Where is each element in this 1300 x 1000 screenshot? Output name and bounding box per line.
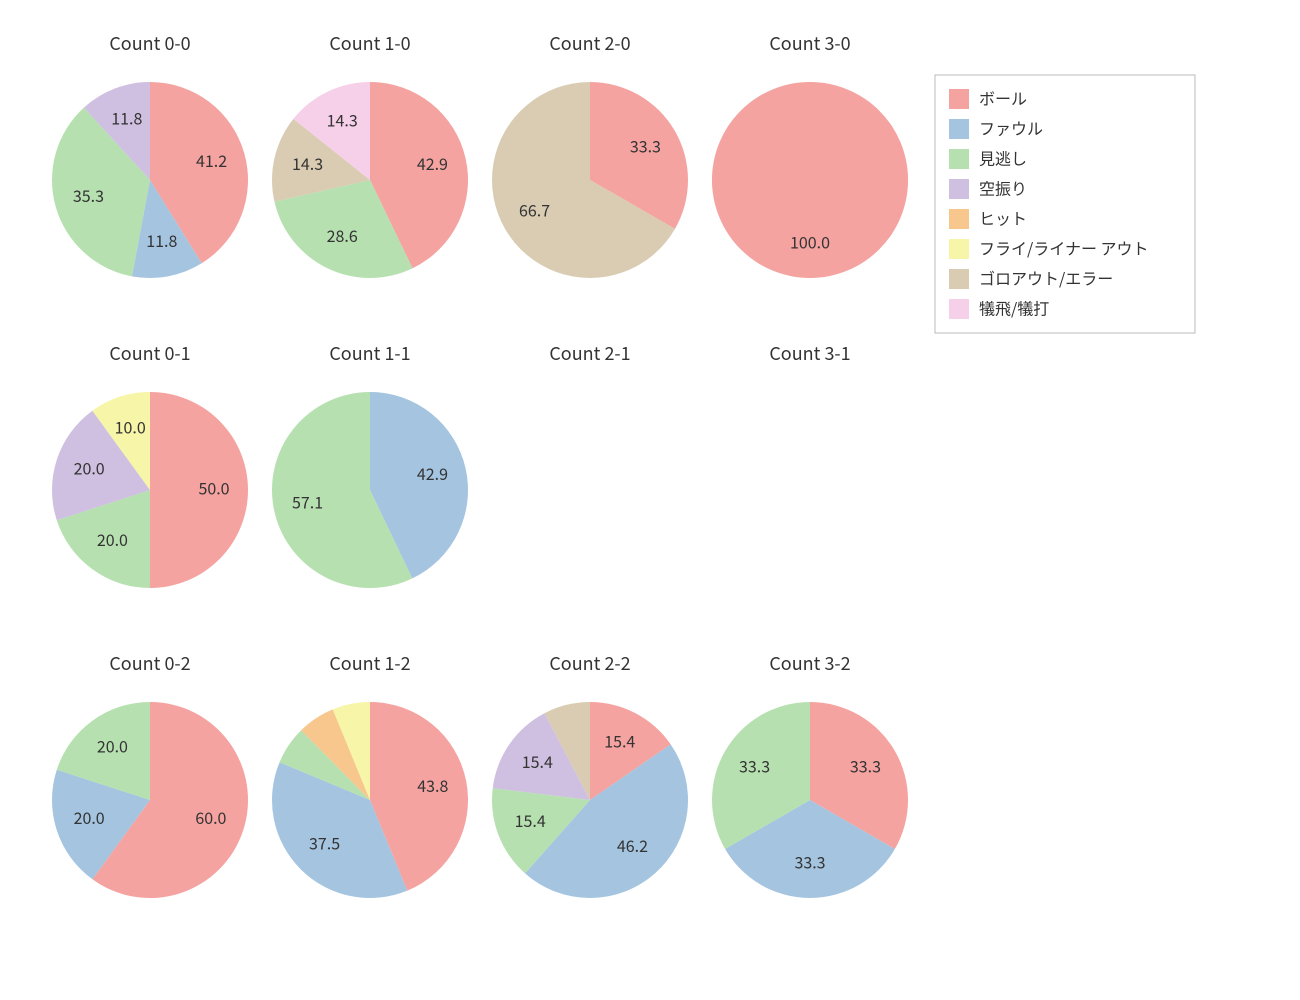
pie-chart: Count 3-1 — [769, 340, 850, 366]
pie-chart: Count 1-0 42.9 28.6 14.314.3 — [272, 30, 468, 278]
legend-label: 見逃し — [979, 145, 1027, 169]
slice-label: 14.3 — [292, 151, 323, 175]
slice-label: 35.3 — [73, 183, 104, 207]
pie-chart: Count 0-2 60.0 20.0 20.0 — [52, 650, 248, 898]
legend-swatch — [949, 209, 969, 229]
legend-label: フライ/ライナー アウト — [979, 235, 1149, 259]
slice-label: 46.2 — [617, 833, 648, 857]
legend: ボールファウル見逃し空振りヒットフライ/ライナー アウトゴロアウト/エラー犠飛/… — [935, 75, 1195, 333]
chart-title: Count 1-0 — [329, 30, 410, 56]
slice-label: 20.0 — [97, 734, 128, 758]
slice-label: 20.0 — [74, 805, 105, 829]
slice-label: 14.3 — [327, 108, 358, 132]
chart-title: Count 2-2 — [549, 650, 630, 676]
legend-label: ゴロアウト/エラー — [979, 265, 1113, 289]
chart-title: Count 3-2 — [769, 650, 850, 676]
pie-chart: Count 0-0 41.2 11.8 35.3 11.8 — [52, 30, 248, 278]
chart-grid: Count 0-0 41.2 11.8 35.3 11.8 Count 1-0 42.9 28… — [0, 0, 1300, 1000]
chart-title: Count 2-1 — [549, 340, 630, 366]
legend-label: ヒット — [979, 205, 1027, 229]
pie-chart: Count 2-0 33.3 66.7 — [492, 30, 688, 278]
chart-title: Count 3-0 — [769, 30, 850, 56]
slice-label: 57.1 — [292, 490, 323, 514]
legend-swatch — [949, 269, 969, 289]
slice-label: 42.9 — [417, 461, 448, 485]
legend-swatch — [949, 149, 969, 169]
chart-svg: Count 0-0 41.2 11.8 35.3 11.8 Count 1-0 42.9 28… — [0, 0, 1300, 1000]
slice-label: 20.0 — [74, 456, 105, 480]
chart-title: Count 0-0 — [109, 30, 190, 56]
slice-label: 60.0 — [195, 805, 226, 829]
slice-label: 100.0 — [790, 229, 830, 253]
slice-label: 41.2 — [196, 148, 227, 172]
slice-label: 15.4 — [604, 729, 635, 753]
pie-chart: Count 3-2 33.3 33.3 33.3 — [712, 650, 908, 898]
slice-label: 15.4 — [522, 749, 553, 773]
slice-label: 28.6 — [327, 223, 358, 247]
chart-title: Count 1-2 — [329, 650, 410, 676]
chart-title: Count 0-2 — [109, 650, 190, 676]
slice-label: 33.3 — [850, 753, 881, 777]
chart-title: Count 1-1 — [329, 340, 410, 366]
slice-label: 42.9 — [417, 151, 448, 175]
pie-chart: Count 2-1 — [549, 340, 630, 366]
legend-label: 空振り — [979, 175, 1027, 199]
pie-chart: Count 3-0 100.0 — [712, 30, 908, 278]
pie-chart: Count 1-1 42.9 57.1 — [272, 340, 468, 588]
legend-label: 犠飛/犠打 — [979, 295, 1049, 319]
pie-chart: Count 2-2 15.4 46.2 15.4 15.4 — [492, 650, 688, 898]
legend-swatch — [949, 89, 969, 109]
slice-label: 33.3 — [630, 133, 661, 157]
slice-label: 33.3 — [739, 753, 770, 777]
legend-label: ファウル — [979, 115, 1043, 139]
legend-frame — [935, 75, 1195, 333]
legend-swatch — [949, 239, 969, 259]
chart-title: Count 0-1 — [109, 340, 190, 366]
legend-label: ボール — [979, 85, 1027, 109]
slice-label: 11.8 — [146, 228, 177, 252]
legend-swatch — [949, 179, 969, 199]
slice-label: 37.5 — [309, 830, 340, 854]
pie-chart: Count 0-1 50.0 20.0 20.0 10.0 — [52, 340, 248, 588]
chart-title: Count 3-1 — [769, 340, 850, 366]
slice-label: 10.0 — [115, 414, 146, 438]
chart-title: Count 2-0 — [549, 30, 630, 56]
slice-label: 66.7 — [519, 197, 550, 221]
slice-label: 43.8 — [417, 773, 448, 797]
pie-chart: Count 1-2 43.8 37.5 — [272, 650, 468, 898]
slice-label: 50.0 — [198, 475, 229, 499]
slice-label: 11.8 — [111, 106, 142, 130]
slice-label: 20.0 — [97, 527, 128, 551]
legend-swatch — [949, 119, 969, 139]
slice-label: 33.3 — [794, 849, 825, 873]
legend-swatch — [949, 299, 969, 319]
slice-label: 15.4 — [515, 808, 546, 832]
